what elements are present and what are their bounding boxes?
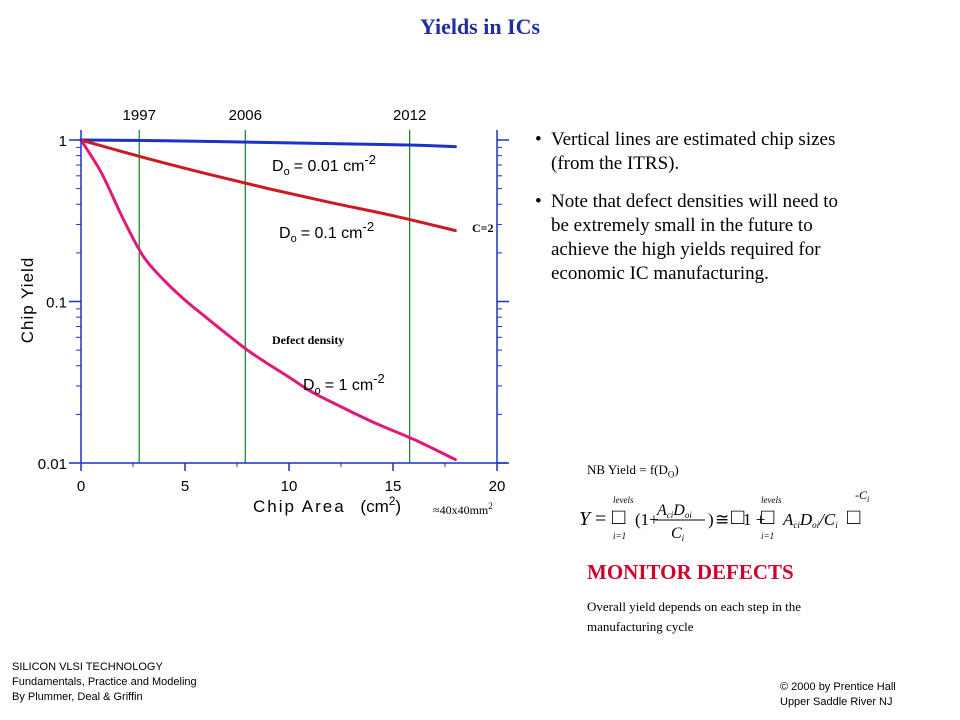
- annotation-d1: Do = 1 cm-2: [303, 371, 385, 397]
- svg-text:-Ci: -Ci: [855, 488, 869, 504]
- svg-text:AciDoi/Ci: AciDoi/Ci: [782, 510, 838, 530]
- annotation-chip-size: ≈40x40mm2: [433, 501, 493, 517]
- bullet-dot: •: [535, 129, 542, 150]
- x-tick-label: 10: [281, 478, 298, 495]
- svg-text:1 +: 1 +: [743, 510, 765, 529]
- x-tick-label: 5: [181, 478, 189, 495]
- y-axis-label: Chip Yield: [18, 257, 37, 344]
- svg-text:): ): [708, 510, 714, 529]
- nb-note: NB Yield = f(DO): [587, 462, 679, 480]
- bullet-dot: •: [535, 191, 542, 212]
- annotation-c2: C=2: [472, 221, 494, 235]
- page-title: Yields in ICs: [419, 14, 541, 39]
- svg-text:i=1: i=1: [761, 531, 774, 541]
- bullet-item: • Vertical lines are estimated chip size…: [535, 128, 855, 176]
- y-tick-label: 0.1: [46, 295, 67, 312]
- x-tick-label: 20: [489, 478, 506, 495]
- bullet-item: • Note that defect densities will need t…: [535, 190, 855, 286]
- footer-left: SILICON VLSI TECHNOLOGY Fundamentals, Pr…: [12, 660, 197, 705]
- x-axis-label: Chip Area (cm2): [253, 494, 401, 516]
- svg-text:Y: Y: [579, 508, 592, 530]
- svg-text:□: □: [731, 504, 744, 529]
- series-line: [79, 138, 457, 149]
- svg-text:levels: levels: [761, 495, 782, 505]
- x-axis-label-exp: 2: [389, 494, 396, 508]
- x-tick-label: 15: [385, 478, 402, 495]
- year-label: 2006: [229, 107, 262, 124]
- footer-line: By Plummer, Deal & Griffin: [12, 691, 143, 703]
- yield-note: Overall yield depends on each step in th…: [587, 599, 802, 634]
- svg-text:i=1: i=1: [613, 531, 626, 541]
- x-axis-label-unit: (cm: [360, 497, 388, 516]
- x-axis-label-close: ): [395, 497, 401, 516]
- vertical-year-lines: 1997 2006 2012: [123, 107, 426, 463]
- bullet-text: Vertical lines are estimated chip sizes …: [551, 129, 836, 174]
- svg-text:(1+: (1+: [635, 510, 659, 529]
- chart-ticks: 0 5 10 15 20 1 0.1 0.01: [38, 133, 509, 495]
- chart-axes: [80, 130, 507, 464]
- x-axis-label-main: Chip Area: [253, 497, 346, 516]
- annotation-d01: Do = 0.1 cm-2: [279, 219, 374, 245]
- year-label: 2012: [393, 107, 426, 124]
- y-tick-label: 1: [59, 133, 67, 150]
- svg-text:□: □: [761, 504, 774, 529]
- year-label: 1997: [123, 107, 156, 124]
- annotation-defect-density: Defect density: [272, 333, 344, 347]
- chart-series: [79, 138, 457, 462]
- series-line: [79, 138, 457, 233]
- series-line: [79, 138, 457, 462]
- bullet-list: • Vertical lines are estimated chip size…: [535, 128, 855, 300]
- svg-text:AciDoi: AciDoi: [656, 502, 692, 520]
- svg-text:levels: levels: [613, 495, 634, 505]
- monitor-heading: MONITOR DEFECTS: [587, 560, 794, 584]
- svg-text:≅: ≅: [715, 510, 729, 529]
- footer-line: SILICON VLSI TECHNOLOGY: [12, 661, 163, 673]
- footer-line: © 2000 by Prentice Hall: [780, 681, 896, 693]
- footer-line: Upper Saddle River NJ: [780, 696, 893, 708]
- svg-text:□: □: [847, 504, 860, 529]
- footer-right: © 2000 by Prentice Hall Upper Saddle Riv…: [780, 680, 896, 710]
- svg-text:=: =: [595, 508, 606, 530]
- svg-text:□: □: [612, 504, 625, 529]
- x-tick-label: 0: [77, 478, 85, 495]
- annotation-d001: Do = 0.01 cm-2: [272, 152, 376, 178]
- footer-line: Fundamentals, Practice and Modeling: [12, 676, 197, 688]
- svg-text:Ci: Ci: [671, 525, 685, 543]
- yield-equation: Y = □ levels i=1 (1+ AciDoi Ci ) ≅ □ 1 +…: [579, 488, 869, 543]
- y-tick-label: 0.01: [38, 456, 67, 473]
- bullet-text: Note that defect densities will need to …: [551, 191, 839, 284]
